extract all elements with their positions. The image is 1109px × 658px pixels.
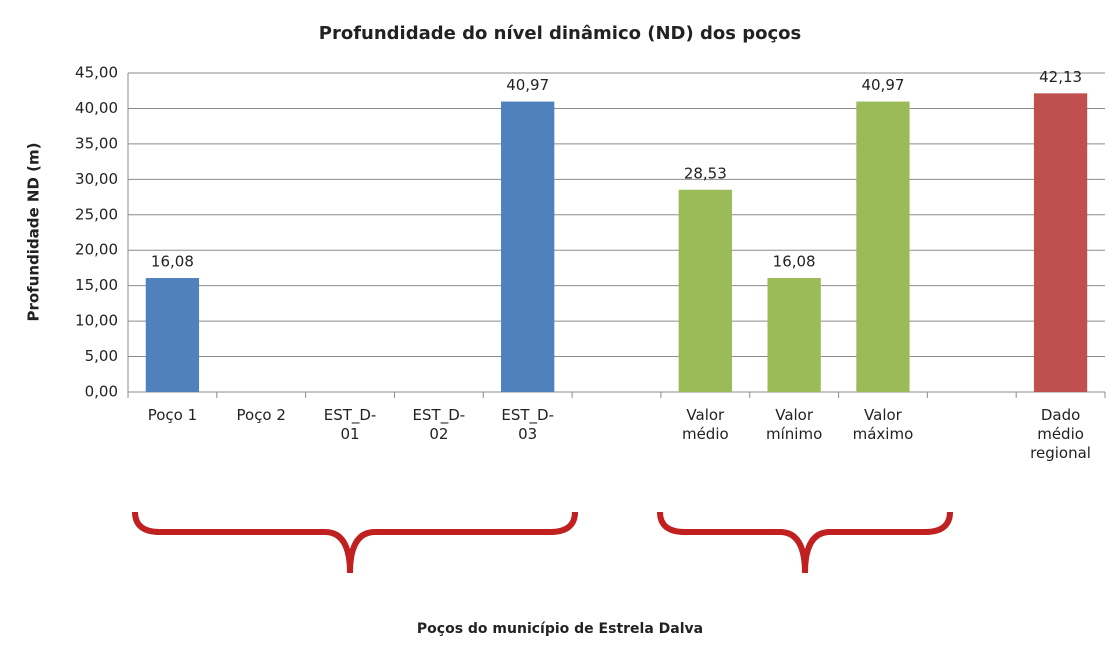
y-tick-label: 5,00 xyxy=(85,347,118,365)
bar xyxy=(767,278,821,392)
chart-title: Profundidade do nível dinâmico (ND) dos … xyxy=(319,23,801,44)
y-axis-label: Profundidade ND (m) xyxy=(25,142,43,321)
x-tick-label: Valor mínimo xyxy=(766,406,823,443)
data-label: 16,08 xyxy=(151,253,194,271)
x-tick-label: EST_D-01 xyxy=(323,406,377,443)
data-label: 40,97 xyxy=(506,76,549,94)
y-tick-label: 35,00 xyxy=(75,134,118,152)
bar xyxy=(1033,93,1088,393)
y-tick-label: 40,00 xyxy=(75,99,118,117)
x-tick-label: Valor máximo xyxy=(852,406,914,443)
y-tick-label: 30,00 xyxy=(75,170,118,188)
data-label: 16,08 xyxy=(773,253,816,271)
x-tick-label: EST_D-02 xyxy=(412,406,466,443)
bar xyxy=(856,101,910,392)
y-tick-label: 0,00 xyxy=(85,383,118,401)
data-label: 40,97 xyxy=(861,76,904,94)
y-tick-label: 15,00 xyxy=(75,276,118,294)
brace xyxy=(657,511,953,574)
brace xyxy=(132,511,578,574)
annotation: Poços do município de Estrela Dalva xyxy=(417,621,703,637)
bar xyxy=(145,278,200,392)
bar xyxy=(501,101,555,392)
x-tick-label: Poço 2 xyxy=(236,406,286,424)
data-label: 28,53 xyxy=(684,164,727,182)
data-label: 42,13 xyxy=(1039,68,1082,86)
x-tick-label: Dado médio regional xyxy=(1030,406,1091,462)
y-tick-label: 20,00 xyxy=(75,241,118,259)
x-tick-label: Valor médio xyxy=(681,406,729,443)
x-tick-label: EST_D-03 xyxy=(501,406,554,443)
bar xyxy=(678,189,732,392)
y-tick-label: 45,00 xyxy=(75,64,118,82)
y-tick-label: 10,00 xyxy=(75,312,118,330)
y-tick-label: 25,00 xyxy=(75,205,118,223)
x-tick-label: Poço 1 xyxy=(147,406,198,424)
